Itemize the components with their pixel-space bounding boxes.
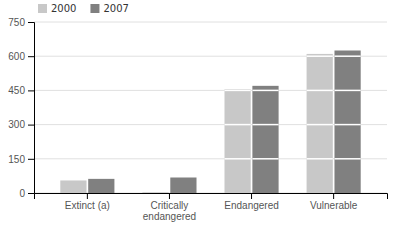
x-tick-mark <box>251 193 252 199</box>
y-tick-label: 750 <box>8 17 25 28</box>
y-tick-mark <box>28 56 34 57</box>
x-tick-label-line: Endangered <box>224 200 279 211</box>
x-tick-label-line: Vulnerable <box>310 200 358 211</box>
y-tick: 300 <box>8 119 34 130</box>
x-tick-label-line: Extinct (a) <box>65 200 110 211</box>
segment-line <box>307 55 333 57</box>
bar <box>334 51 360 194</box>
segment-line <box>224 90 250 92</box>
chart-svg: 0 150 300 450 600 750 Extinct (a) Criticallyend… <box>0 0 397 227</box>
legend-swatch <box>38 4 47 13</box>
x-tick: Vulnerable <box>310 193 358 211</box>
y-tick: 600 <box>8 51 34 62</box>
legend: 2000 2007 <box>38 3 129 14</box>
segment-line <box>252 158 278 160</box>
segment-line <box>307 158 333 160</box>
bar <box>252 86 278 193</box>
grid-line <box>34 158 387 159</box>
x-tick-label: Vulnerable <box>310 200 358 211</box>
grid <box>34 22 387 193</box>
y-tick-mark <box>28 22 34 23</box>
x-tick-mark <box>169 193 170 199</box>
x-tick-mark <box>333 193 334 199</box>
x-tick-label-line: Critically <box>151 200 189 211</box>
segment-line <box>334 90 360 92</box>
legend-label: 2007 <box>103 3 128 14</box>
legend-item: 2000 <box>38 3 76 14</box>
x-tick: Endangered <box>224 193 279 211</box>
segment-line <box>307 124 333 126</box>
chart-container: 0 150 300 450 600 750 Extinct (a) Criticallyend… <box>0 0 397 227</box>
grid-line <box>34 56 387 57</box>
x-tick-label: Extinct (a) <box>65 200 110 211</box>
legend-swatch <box>90 4 99 13</box>
y-tick-label: 450 <box>8 85 25 96</box>
x-axis-line <box>35 194 388 200</box>
segment-line <box>334 124 360 126</box>
y-tick: 0 <box>19 188 34 199</box>
y-tick-label: 0 <box>19 188 25 199</box>
y-tick: 150 <box>8 154 34 165</box>
y-tick-label: 600 <box>8 51 25 62</box>
grid-line <box>34 124 387 125</box>
segment-line <box>224 158 250 160</box>
y-tick-mark <box>28 159 34 160</box>
y-axis-line <box>28 23 35 194</box>
segment-line <box>334 55 360 57</box>
segment-line <box>252 124 278 126</box>
y-axis: 0 150 300 450 600 750 <box>8 17 34 199</box>
segment-line <box>224 124 250 126</box>
y-tick: 450 <box>8 85 34 96</box>
y-tick-label: 150 <box>8 154 25 165</box>
y-tick-mark <box>28 90 34 91</box>
x-tick-mark <box>87 193 88 199</box>
segment-line <box>307 90 333 92</box>
y-tick-mark <box>28 125 34 126</box>
y-tick: 750 <box>8 17 34 28</box>
plot-area: 0 150 300 450 600 750 Extinct (a) Criticallyend… <box>8 17 387 222</box>
bars <box>60 51 360 194</box>
bar <box>224 89 250 193</box>
legend-item: 2007 <box>90 3 128 14</box>
bar <box>142 192 168 193</box>
x-tick: Criticallyendangered <box>143 193 196 222</box>
y-tick-mark <box>28 193 34 194</box>
grid-line <box>34 22 387 23</box>
segment-line <box>252 90 278 92</box>
x-axis: Extinct (a) Criticallyendangered Endangere… <box>35 193 388 222</box>
bar <box>307 54 333 193</box>
grid-line <box>34 90 387 91</box>
x-tick: Extinct (a) <box>65 193 110 211</box>
x-tick-label: Criticallyendangered <box>143 200 196 222</box>
bar <box>60 180 86 193</box>
bar <box>88 179 114 193</box>
bar <box>170 177 196 193</box>
segment-line <box>334 158 360 160</box>
y-tick-label: 300 <box>8 119 25 130</box>
legend-label: 2000 <box>51 3 76 14</box>
x-tick-label-line: endangered <box>143 211 196 222</box>
x-tick-label: Endangered <box>224 200 279 211</box>
